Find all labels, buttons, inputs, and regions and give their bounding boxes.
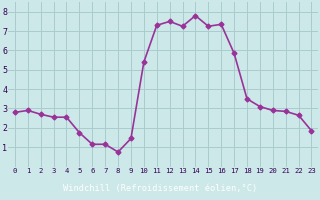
Text: Windchill (Refroidissement éolien,°C): Windchill (Refroidissement éolien,°C) [63, 184, 257, 193]
